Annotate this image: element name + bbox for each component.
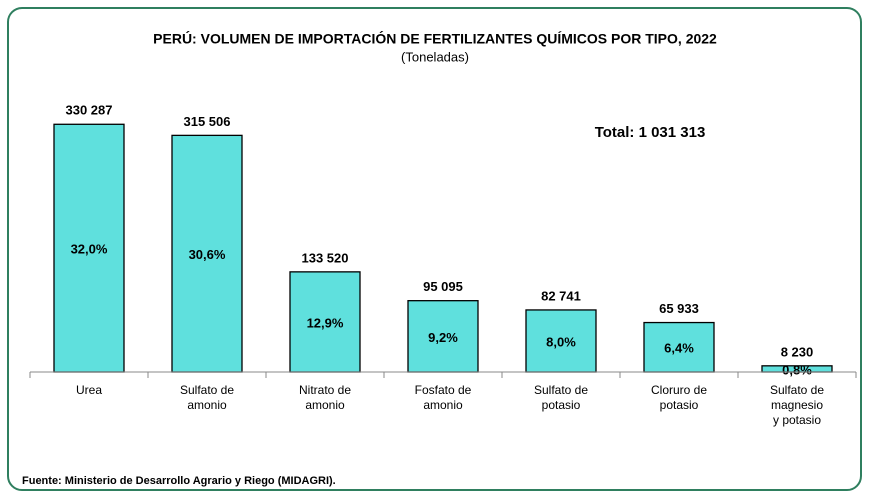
x-tick-label: amonio: [305, 398, 345, 412]
x-tick-label: potasio: [660, 398, 699, 412]
frame: [7, 7, 862, 491]
share-label: 6,4%: [664, 341, 694, 356]
x-tick-label: Sulfato de: [534, 383, 588, 397]
x-tick-label: Fosfato de: [415, 383, 472, 397]
share-label: 9,2%: [428, 330, 458, 345]
x-tick-label: Nitrato de: [299, 383, 351, 397]
bar: [643, 321, 715, 373]
value-label: 95 095: [423, 279, 463, 294]
share-label: 30,6%: [189, 247, 226, 262]
chart-title: PERÚ: VOLUMEN DE IMPORTACIÓN DE FERTILIZ…: [153, 30, 717, 47]
bar: [407, 300, 479, 373]
x-tick-label: potasio: [542, 398, 581, 412]
value-label: 330 287: [66, 103, 113, 118]
x-tick-label: magnesio: [771, 398, 823, 412]
bar: [53, 123, 125, 373]
annotation: Total: 1 031 313: [595, 124, 706, 141]
value-label: 315 506: [184, 114, 231, 129]
x-tick-label: y potasio: [773, 413, 821, 427]
source-note: Fuente: Ministerio de Desarrollo Agrario…: [22, 475, 336, 487]
value-label: 8 230: [781, 344, 814, 359]
share-label: 32,0%: [71, 242, 108, 257]
value-label: 133 520: [302, 250, 349, 265]
share-label: 12,9%: [307, 315, 344, 330]
x-tick-label: Sulfato de: [180, 383, 234, 397]
share-label: 8,0%: [546, 334, 576, 349]
x-tick-label: amonio: [423, 398, 463, 412]
value-label: 65 933: [659, 301, 699, 316]
chart-subtitle: (Toneladas): [401, 49, 469, 64]
bar: [289, 271, 361, 373]
share-label: 0,8%: [782, 362, 812, 377]
x-tick-label: Sulfato de: [770, 383, 824, 397]
value-label: 82 741: [541, 288, 581, 303]
x-tick-label: amonio: [187, 398, 227, 412]
bar: [171, 134, 243, 373]
x-tick-label: Cloruro de: [651, 383, 707, 397]
x-tick-label: Urea: [76, 383, 102, 397]
